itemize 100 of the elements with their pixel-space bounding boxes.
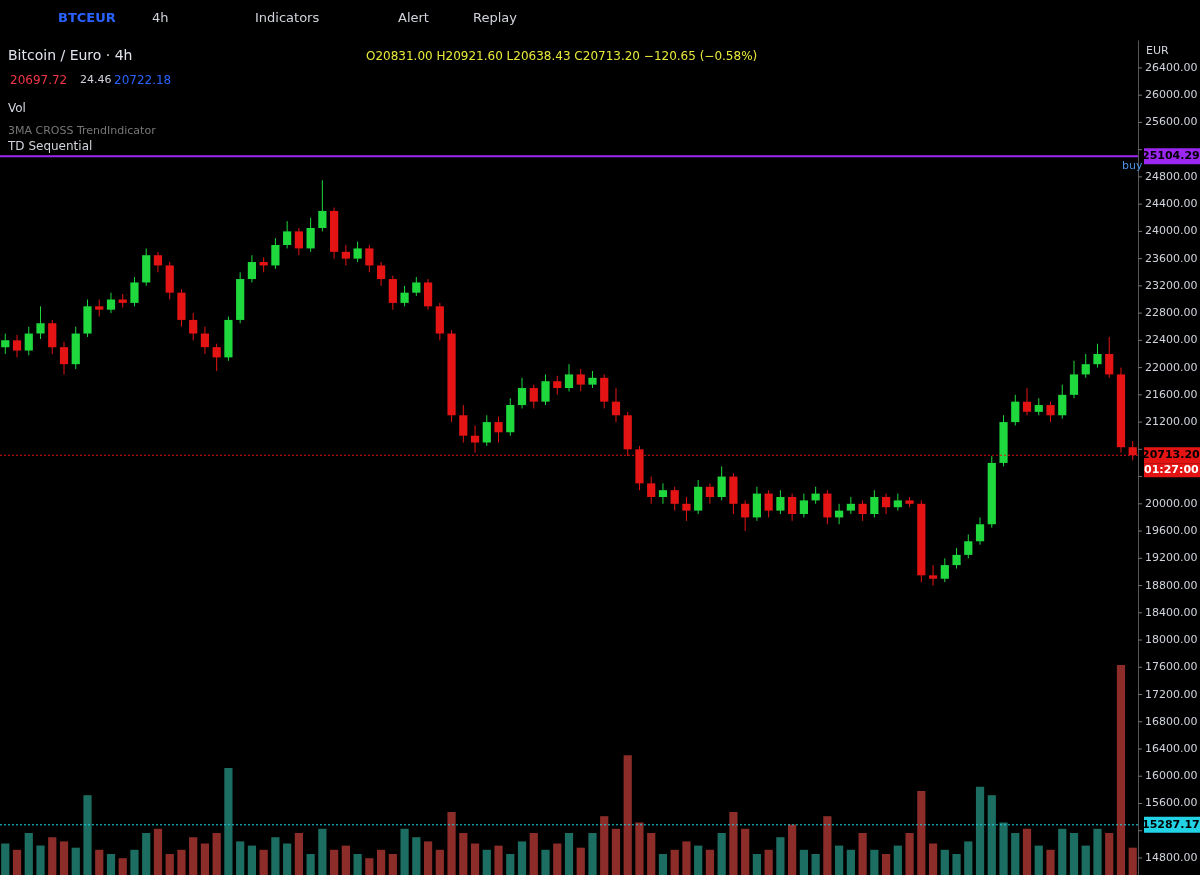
- bar: [1058, 828, 1067, 875]
- y-tick-label: 15600.00: [1145, 796, 1198, 810]
- bar: [788, 824, 797, 875]
- y-tick-label: 22400.00: [1145, 333, 1198, 347]
- y-tick-label: 25600.00: [1145, 115, 1198, 129]
- bar: [564, 833, 574, 875]
- y-tick-label: 26400.00: [1145, 60, 1198, 74]
- candlestick: [658, 482, 668, 505]
- bar: [470, 843, 480, 875]
- y-tick-label: 24400.00: [1145, 197, 1198, 211]
- candlestick: [647, 476, 656, 505]
- candlestick: [741, 499, 750, 532]
- bar: [341, 845, 350, 875]
- candlestick: [799, 493, 808, 518]
- bar: [306, 854, 315, 875]
- candlestick: [600, 373, 609, 409]
- bar: [106, 854, 116, 875]
- y-tick-label: 16800.00: [1145, 714, 1198, 728]
- annotation: 20697.72: [10, 73, 68, 87]
- candlestick: [412, 276, 421, 297]
- bar: [294, 833, 303, 875]
- candlestick: [212, 343, 221, 372]
- y-tick-label: 17200.00: [1145, 687, 1198, 701]
- candlestick: [494, 416, 503, 444]
- candlestick: [694, 479, 703, 515]
- bar: [435, 849, 444, 875]
- bar: [717, 833, 726, 875]
- bar: [858, 833, 867, 875]
- candlestick: [964, 533, 973, 559]
- bar: [494, 845, 503, 875]
- bar: [529, 833, 538, 875]
- text: Indicators: [255, 10, 320, 25]
- bar: [365, 858, 374, 875]
- y-tick-label: 16000.00: [1145, 769, 1198, 783]
- bar: [330, 849, 339, 875]
- bar: [835, 845, 844, 875]
- candlestick: [200, 326, 210, 355]
- bar: [24, 833, 33, 875]
- candlestick: [1046, 401, 1055, 423]
- text: 4h: [152, 10, 169, 25]
- bar: [928, 843, 938, 875]
- y-tick-label: 19200.00: [1145, 551, 1198, 565]
- y-tick-label: 18800.00: [1145, 578, 1198, 592]
- bar: [1069, 833, 1079, 875]
- candlestick: [788, 493, 797, 522]
- y-tick-label: 20000.00: [1145, 496, 1198, 510]
- candlestick: [306, 217, 315, 253]
- ref-line-label: 25104.29: [1142, 149, 1200, 163]
- candlestick: [247, 254, 257, 283]
- bar: [999, 822, 1008, 875]
- candlestick: [1011, 394, 1020, 426]
- bar: [964, 841, 973, 875]
- candlestick: [459, 404, 468, 444]
- candlestick: [1081, 353, 1090, 379]
- bar: [576, 847, 585, 875]
- candlestick: [776, 489, 785, 515]
- bar: [1034, 845, 1043, 875]
- bar: [224, 767, 233, 875]
- bar: [459, 833, 468, 875]
- bar: [553, 843, 562, 875]
- bar: [694, 845, 703, 875]
- candlestick: [553, 375, 562, 396]
- y-axis-title: EUR: [1146, 44, 1169, 57]
- candlestick: [611, 387, 621, 423]
- candlestick: [529, 384, 538, 409]
- bar: [623, 755, 632, 875]
- text: Replay: [473, 10, 518, 25]
- y-tick-label: 16400.00: [1145, 742, 1198, 755]
- candlestick: [682, 496, 691, 522]
- candlestick: [1105, 336, 1114, 379]
- bar: [153, 828, 163, 875]
- candlestick: [764, 489, 773, 518]
- bar: [1105, 833, 1114, 875]
- y-tick-label: 23600.00: [1145, 251, 1198, 265]
- candlestick: [388, 275, 397, 311]
- annotation: 24.46: [80, 73, 112, 86]
- bar: [987, 795, 996, 875]
- bar: [118, 858, 127, 875]
- bar: [658, 854, 668, 875]
- text: O20831.00 H20921.60 L20638.43 C20713.20 −120.65 (−0.58%): [366, 49, 758, 63]
- y-tick-label: 22000.00: [1145, 360, 1198, 374]
- candlestick: [318, 179, 327, 232]
- candlestick: [24, 326, 33, 356]
- candlestick: [1093, 343, 1102, 369]
- ref-line-label: 15287.17: [1142, 817, 1200, 831]
- candlestick: [376, 261, 386, 287]
- bar: [799, 849, 808, 875]
- bar: [1022, 828, 1032, 875]
- bar: [259, 849, 268, 875]
- bar: [388, 854, 397, 875]
- candlestick: [153, 251, 163, 273]
- bar: [212, 833, 221, 875]
- bar: [764, 849, 773, 875]
- annotation: 20722.18: [114, 73, 172, 87]
- annotation: TD Sequential: [7, 139, 93, 153]
- candlestick: [823, 489, 832, 525]
- candlestick: [928, 564, 938, 587]
- bar: [1093, 828, 1102, 875]
- text: Bitcoin / Euro · 4h: [8, 47, 133, 63]
- bar: [952, 854, 961, 875]
